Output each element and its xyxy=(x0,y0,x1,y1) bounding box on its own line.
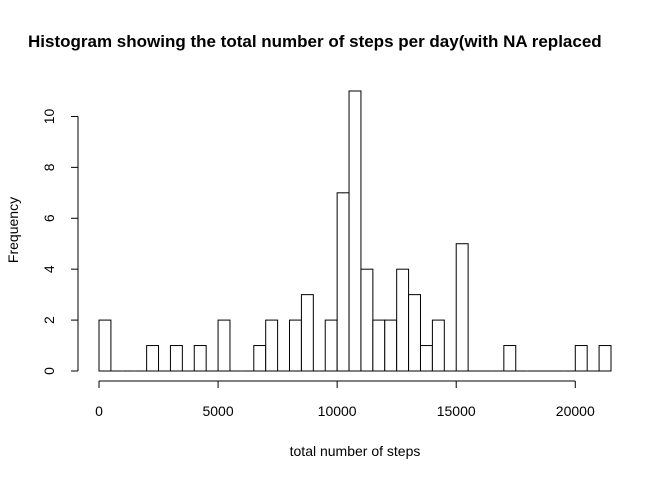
y-tick-label: 8 xyxy=(41,163,57,171)
histogram-bar xyxy=(300,294,314,372)
histogram-bar xyxy=(217,319,231,372)
y-tick-label: 10 xyxy=(41,108,57,124)
x-axis-label: total number of steps xyxy=(290,443,421,459)
histogram-bar xyxy=(598,345,612,372)
histogram-bar xyxy=(360,268,374,372)
histogram-bar xyxy=(193,345,207,372)
histogram-bar xyxy=(324,319,338,372)
y-tick-label: 6 xyxy=(41,214,57,222)
histogram-bar xyxy=(146,345,160,372)
histogram-bar xyxy=(455,243,469,372)
x-tick-label: 5000 xyxy=(202,403,233,419)
x-tick-label: 20000 xyxy=(556,403,595,419)
histogram-bar xyxy=(372,319,386,372)
bars-group xyxy=(98,90,612,372)
histogram-bar xyxy=(265,319,279,372)
histogram-bar xyxy=(336,192,350,372)
y-axis-label: Frequency xyxy=(5,197,21,263)
chart-title: Histogram showing the total number of st… xyxy=(28,32,602,51)
y-tick-label: 0 xyxy=(41,367,57,375)
histogram-bar xyxy=(384,319,398,372)
histogram-bar xyxy=(253,345,267,372)
histogram-bar xyxy=(503,345,517,372)
histogram-bar xyxy=(98,319,112,372)
histogram-bar xyxy=(396,268,410,372)
histogram-bar xyxy=(408,294,421,372)
x-tick-label: 10000 xyxy=(318,403,357,419)
histogram-bar xyxy=(574,345,588,372)
histogram-bar xyxy=(419,345,433,372)
histogram-bar xyxy=(289,319,302,372)
y-axis: 0 2 4 6 8 10 xyxy=(41,108,79,375)
x-tick-label: 15000 xyxy=(437,403,476,419)
y-tick-label: 4 xyxy=(41,265,57,273)
histogram-bar xyxy=(348,90,362,372)
y-tick-label: 2 xyxy=(41,316,57,324)
histogram-bar xyxy=(431,319,445,372)
x-axis: 0 5000 10000 15000 20000 xyxy=(95,380,595,419)
x-tick-label: 0 xyxy=(95,403,103,419)
histogram-bar xyxy=(169,345,183,372)
